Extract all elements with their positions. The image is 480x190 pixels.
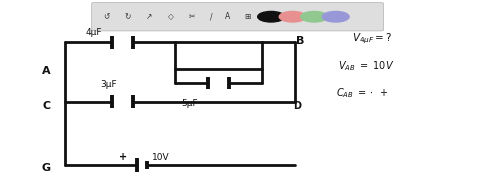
Text: 10V: 10V	[152, 153, 169, 162]
Text: 5μF: 5μF	[181, 99, 198, 108]
Text: G: G	[42, 163, 51, 173]
Text: A: A	[42, 66, 50, 76]
Text: ✂: ✂	[189, 12, 195, 21]
Text: ⊞: ⊞	[244, 12, 251, 21]
Text: +: +	[119, 152, 127, 162]
Circle shape	[279, 11, 306, 22]
Text: 3μF: 3μF	[100, 79, 117, 89]
Text: ◇: ◇	[168, 12, 174, 21]
Text: ↺: ↺	[103, 12, 109, 21]
Text: $C_{AB}\ = \cdot \ +$: $C_{AB}\ = \cdot \ +$	[336, 86, 388, 100]
Text: 4μF: 4μF	[86, 28, 102, 37]
Text: /: /	[210, 12, 213, 21]
Text: C: C	[42, 101, 50, 111]
Text: D: D	[293, 101, 301, 111]
Circle shape	[258, 11, 285, 22]
Circle shape	[323, 11, 349, 22]
Text: ↻: ↻	[124, 12, 131, 21]
Text: B: B	[296, 36, 304, 46]
FancyBboxPatch shape	[92, 3, 384, 31]
Circle shape	[301, 11, 327, 22]
Text: $V_{AB}\ =\ 10V$: $V_{AB}\ =\ 10V$	[338, 59, 395, 73]
Text: A: A	[226, 12, 231, 21]
Text: $V_{4\mu F}= ?$: $V_{4\mu F}= ?$	[352, 32, 393, 46]
Text: ↗: ↗	[146, 12, 152, 21]
